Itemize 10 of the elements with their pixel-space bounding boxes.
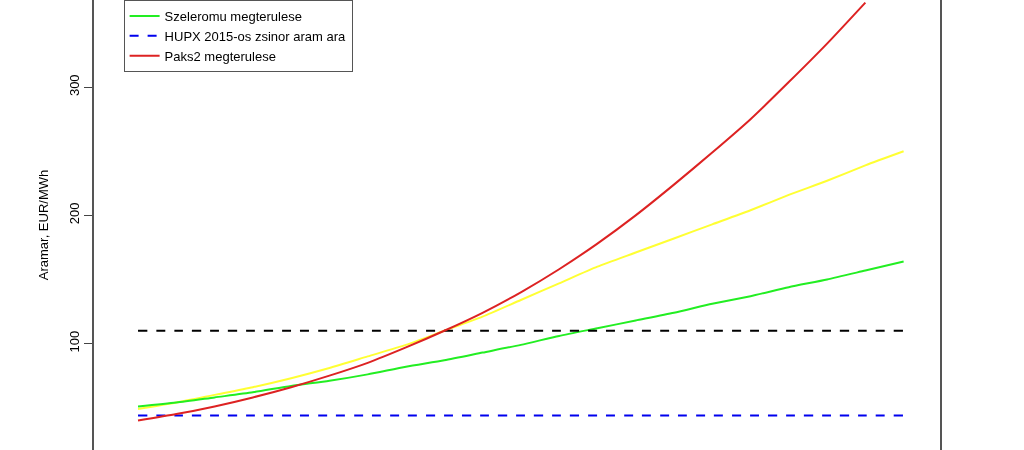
legend-label: Paks2 megterulese bbox=[164, 48, 276, 64]
line-series bbox=[137, 260, 905, 408]
y-tick-label: 300 bbox=[66, 74, 82, 97]
y-axis-title: Aramar, EUR/MWh bbox=[36, 169, 52, 281]
line-series bbox=[137, 1, 867, 422]
y-tick-label: 200 bbox=[66, 202, 82, 225]
line-series bbox=[137, 150, 905, 410]
legend-label: Szeleromu megterulese bbox=[164, 9, 302, 25]
legend-label: HUPX 2015-os zsinor aram ara bbox=[164, 28, 347, 44]
y-tick-label: 100 bbox=[66, 330, 82, 353]
